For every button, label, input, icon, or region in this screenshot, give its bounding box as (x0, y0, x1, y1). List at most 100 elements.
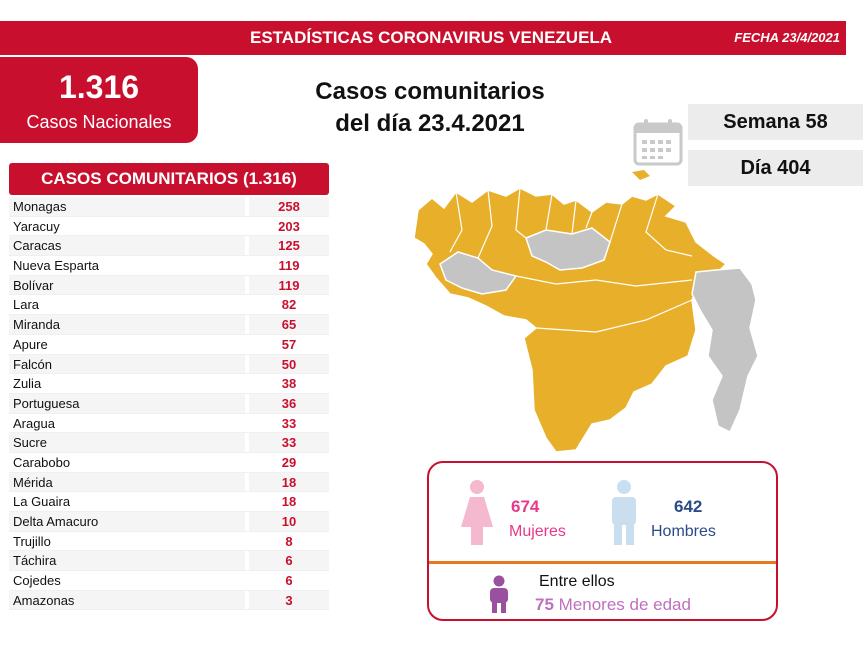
table-row: Caracas 125 (9, 236, 329, 257)
child-icon (490, 575, 508, 613)
state-name: Nueva Esparta (13, 258, 99, 274)
table-row: Portuguesa 36 (9, 393, 329, 414)
state-name: Amazonas (13, 592, 75, 608)
case-count: 36 (281, 395, 297, 411)
table-row: Aragua 33 (9, 413, 329, 434)
case-count: 10 (281, 514, 297, 529)
state-name: Mérida (13, 474, 53, 490)
banner-title: ESTADÍSTICAS CORONAVIRUS VENEZUELA (250, 28, 613, 47)
case-count: 6 (285, 573, 293, 589)
state-name: Trujillo (13, 533, 51, 549)
national-cases-value: 1.316 (58, 69, 140, 105)
table-row: Lara 82 (9, 295, 329, 316)
column-separator (245, 354, 249, 374)
column-separator (245, 571, 249, 590)
calendar-icon (633, 119, 683, 166)
state-name: Caracas (13, 238, 62, 254)
case-count: 119 (278, 258, 300, 274)
column-separator (245, 236, 249, 256)
table-row: Miranda 65 (9, 315, 329, 335)
table-row: Táchira 6 (9, 551, 329, 572)
case-count: 125 (278, 238, 300, 254)
case-count: 57 (281, 336, 297, 352)
case-count: 8 (285, 533, 293, 549)
cases-table: Monagas 258 Yaracuy 203 Caracas 125 Nueva Espa… (9, 197, 329, 611)
women-label: Mujeres (509, 523, 566, 540)
state-name: Monagas (13, 199, 67, 214)
column-separator (245, 256, 249, 275)
case-count: 29 (281, 454, 297, 470)
case-count: 18 (281, 474, 297, 490)
table-row: Trujillo 8 (9, 531, 329, 552)
table-row: Bolívar 119 (9, 275, 329, 296)
column-separator (245, 492, 249, 511)
column-separator (245, 590, 249, 610)
banner-date: FECHA 23/4/2021 (734, 30, 840, 45)
day-indicator: Día 404 (688, 150, 863, 186)
column-separator (245, 216, 249, 236)
table-row: Cojedes 6 (9, 571, 329, 591)
table-row: Carabobo 29 (9, 452, 329, 473)
case-count: 82 (281, 297, 297, 313)
column-separator (245, 452, 249, 472)
case-count: 258 (278, 199, 300, 214)
venezuela-map (413, 170, 759, 453)
case-count: 6 (285, 553, 293, 569)
title-line-2: del día 23.4.2021 (335, 110, 525, 137)
state-name: Zulia (13, 376, 42, 392)
national-cases-label: Casos Nacionales (26, 112, 172, 132)
state-name: Delta Amacuro (13, 514, 99, 529)
case-count: 50 (281, 356, 297, 372)
case-count: 119 (278, 277, 300, 293)
table-row: Yaracuy 203 (9, 216, 329, 237)
column-separator (245, 551, 249, 571)
column-separator (245, 413, 249, 433)
between-label: Entre ellos (539, 573, 615, 590)
card-divider (429, 561, 776, 564)
table-row: Zulia 38 (9, 374, 329, 394)
column-separator (245, 433, 249, 452)
table-row: Monagas 258 (9, 197, 329, 217)
state-name: Portuguesa (13, 395, 80, 411)
column-separator (245, 393, 249, 413)
state-name: Apure (13, 336, 48, 352)
state-name: Lara (13, 297, 40, 313)
table-header: CASOS COMUNITARIOS (1.316) (9, 163, 329, 195)
minors-text: 75 Menores de edad (535, 595, 691, 615)
men-label: Hombres (651, 523, 716, 540)
woman-icon (461, 480, 493, 545)
column-separator (245, 472, 249, 492)
column-separator (245, 275, 249, 295)
state-name: Cojedes (13, 573, 61, 589)
state-name: Falcón (13, 356, 53, 372)
table-row: Amazonas 3 (9, 590, 329, 611)
case-count: 38 (281, 376, 297, 392)
column-separator (245, 374, 249, 393)
week-indicator: Semana 58 (688, 104, 863, 140)
men-count: 642 (674, 497, 703, 516)
table-row: Delta Amacuro 10 (9, 512, 329, 532)
table-row: Apure 57 (9, 334, 329, 355)
demographics-card: 674 Mujeres 642 Hombres Entre ellos 75 M… (427, 461, 778, 621)
state-name: Sucre (13, 435, 47, 451)
column-separator (245, 197, 249, 216)
column-separator (245, 315, 249, 334)
table-row: Sucre 33 (9, 433, 329, 453)
state-name: Miranda (13, 317, 60, 333)
title-line-1: Casos comunitarios (315, 78, 545, 105)
state-name: Táchira (13, 553, 57, 569)
column-separator (245, 531, 249, 551)
minors-label: Menores de edad (558, 595, 691, 614)
national-cases-card: 1.316 Casos Nacionales (0, 57, 198, 143)
case-count: 18 (281, 494, 297, 510)
state-name: Yaracuy (13, 218, 60, 234)
case-count: 203 (278, 218, 300, 234)
column-separator (245, 295, 249, 315)
state-name: La Guaira (13, 494, 71, 510)
case-count: 3 (285, 592, 293, 608)
man-icon (612, 480, 636, 545)
column-separator (245, 512, 249, 531)
case-count: 33 (281, 415, 297, 431)
table-row: Falcón 50 (9, 354, 329, 375)
case-count: 65 (281, 317, 297, 333)
